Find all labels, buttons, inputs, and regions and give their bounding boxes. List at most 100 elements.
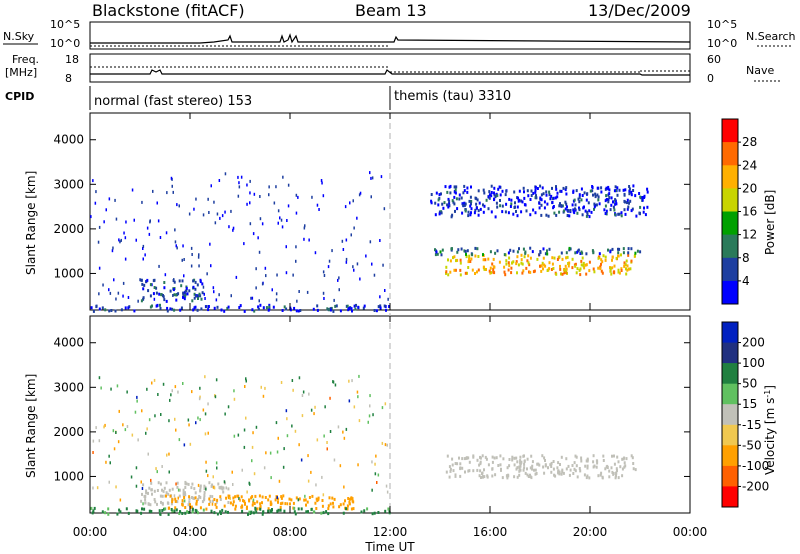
data-cell: [624, 188, 627, 192]
data-cell: [194, 491, 197, 495]
data-cell: [176, 246, 178, 250]
data-cell: [498, 185, 501, 189]
data-cell: [327, 507, 330, 511]
data-cell: [149, 283, 152, 287]
data-cell: [305, 503, 307, 507]
data-cell: [458, 197, 461, 201]
colorbar-tick-label: 28: [742, 135, 757, 149]
data-cell: [310, 470, 312, 474]
data-cell: [267, 509, 270, 513]
data-cell: [488, 190, 491, 194]
data-cell: [613, 270, 616, 274]
data-cell: [327, 512, 330, 516]
data-cell: [323, 434, 325, 438]
data-cell: [115, 217, 118, 221]
data-cell: [600, 258, 603, 262]
data-cell: [176, 500, 179, 504]
data-cell: [161, 488, 163, 492]
data-cell: [131, 188, 134, 192]
data-cell: [279, 508, 282, 512]
data-cell: [140, 511, 143, 515]
data-cell: [548, 190, 551, 194]
data-cell: [287, 204, 290, 208]
data-cell: [601, 476, 604, 480]
data-cell: [573, 461, 576, 465]
freq-unit: [MHz]: [5, 66, 37, 79]
data-cell: [470, 200, 473, 203]
data-cell: [611, 258, 613, 262]
data-cell: [176, 481, 179, 485]
data-cell: [328, 496, 331, 500]
data-cell: [369, 240, 372, 244]
data-cell: [357, 395, 359, 399]
data-cell: [308, 238, 310, 242]
data-cell: [291, 379, 294, 382]
data-cell: [108, 454, 110, 458]
data-cell: [228, 494, 231, 498]
colorbar-tick-label: -50: [742, 438, 762, 452]
data-cell: [600, 471, 603, 475]
colorbar-tick-label: 200: [742, 336, 765, 350]
data-cell: [466, 249, 469, 253]
data-cell: [611, 470, 614, 474]
data-cell: [619, 465, 622, 469]
data-cell: [323, 274, 326, 277]
data-cell: [507, 251, 510, 255]
data-cell: [628, 201, 630, 205]
data-cell: [302, 390, 305, 394]
data-cell: [602, 454, 605, 458]
data-cell: [605, 186, 608, 190]
data-cell: [597, 198, 600, 202]
data-cell: [315, 507, 318, 510]
data-cell: [208, 502, 211, 506]
data-cell: [630, 190, 633, 194]
data-cell: [277, 209, 280, 213]
data-cell: [205, 487, 207, 491]
data-cell: [223, 480, 226, 484]
data-cell: [191, 390, 193, 394]
data-cell: [490, 184, 493, 188]
data-cell: [144, 498, 147, 502]
data-cell: [524, 471, 527, 475]
data-cell: [454, 188, 457, 192]
data-cell: [351, 497, 354, 501]
data-cell: [261, 495, 264, 499]
data-cell: [166, 306, 169, 310]
data-cell: [430, 193, 433, 196]
data-cell: [245, 377, 247, 381]
data-cell: [147, 289, 150, 293]
data-cell: [170, 508, 173, 511]
data-cell: [171, 389, 173, 393]
data-cell: [438, 210, 441, 214]
data-cell: [269, 500, 272, 504]
data-cell: [218, 486, 221, 490]
data-cell: [276, 496, 278, 500]
data-cell: [610, 196, 613, 200]
colorbar-band: [722, 142, 738, 166]
data-cell: [369, 404, 371, 408]
data-cell: [101, 306, 104, 310]
data-cell: [214, 395, 217, 399]
data-cell: [203, 292, 205, 296]
data-cell: [142, 287, 145, 291]
data-cell: [163, 281, 166, 284]
data-cell: [588, 215, 591, 219]
data-cell: [504, 193, 507, 197]
data-cell: [339, 464, 342, 468]
data-cell: [449, 259, 452, 263]
data-cell: [383, 207, 386, 211]
data-cell: [586, 457, 589, 461]
data-cell: [190, 246, 193, 250]
data-cell: [184, 294, 187, 298]
data-cell: [481, 475, 484, 479]
data-cell: [522, 269, 525, 273]
data-cell: [203, 494, 206, 497]
data-cell: [578, 193, 581, 197]
data-cell: [535, 194, 537, 198]
data-cell: [602, 254, 605, 258]
data-cell: [232, 496, 235, 500]
data-cell: [141, 282, 144, 286]
data-cell: [470, 257, 473, 261]
